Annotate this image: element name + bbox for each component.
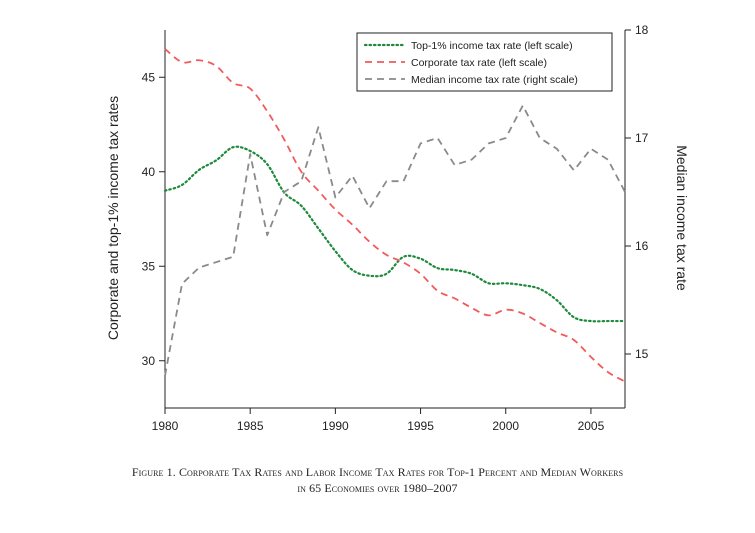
- caption-line-2: in 65 Economies over 1980–2007: [297, 481, 458, 495]
- top1-income-tax-line: [163, 145, 627, 323]
- chart: 1980 1985 1990 1995 2000 2005 30 35 40 45 15 16 17 18…: [105, 23, 690, 433]
- legend-label: Corporate tax rate (left scale): [411, 57, 547, 69]
- x-tick-label: 1985: [237, 419, 264, 433]
- caption-line-1: Figure 1. Corporate Tax Rates and Labor …: [131, 465, 624, 479]
- y-left-tick-label: 45: [142, 70, 156, 84]
- y-right-tick-label: 15: [635, 347, 649, 361]
- x-tick-label: 1990: [322, 419, 349, 433]
- y-axis-right-title: Median income tax rate: [674, 145, 690, 291]
- y-axis-left-title: Corporate and top-1% income tax rates: [105, 96, 121, 340]
- x-tick-label: 2000: [492, 419, 519, 433]
- legend-box: [356, 32, 613, 92]
- legend-label: Median income tax rate (right scale): [411, 74, 578, 86]
- axes: [159, 29, 631, 414]
- y-left-tick-label: 35: [142, 259, 156, 273]
- legend: Top-1% income tax rate (left scale) Corpo…: [356, 32, 613, 92]
- median-income-tax-line: [164, 104, 626, 376]
- y-right-tick-label: 18: [635, 23, 649, 37]
- x-tick-label: 2005: [578, 419, 605, 433]
- y-right-tick-label: 16: [635, 239, 649, 253]
- y-right-tick-label: 17: [635, 131, 649, 145]
- figure-caption: Figure 1. Corporate Tax Rates and Labor …: [0, 464, 755, 496]
- series-lines: [163, 48, 627, 383]
- tick-labels: 1980 1985 1990 1995 2000 2005 30 35 40 45 15 16 17 18: [142, 23, 649, 433]
- x-tick-label: 1995: [407, 419, 434, 433]
- x-tick-label: 1980: [152, 419, 179, 433]
- corporate-tax-line: [164, 48, 626, 383]
- y-left-tick-label: 40: [142, 165, 156, 179]
- legend-label: Top-1% income tax rate (left scale): [411, 40, 573, 52]
- y-left-tick-label: 30: [142, 354, 156, 368]
